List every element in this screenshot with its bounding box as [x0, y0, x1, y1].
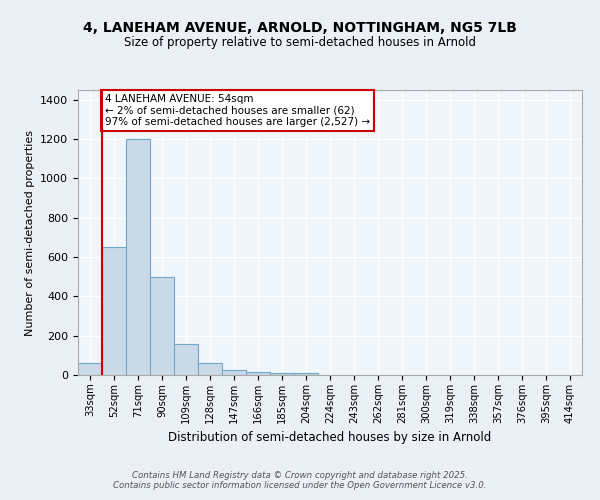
Text: Contains HM Land Registry data © Crown copyright and database right 2025.
Contai: Contains HM Land Registry data © Crown c…: [113, 470, 487, 490]
Bar: [150, 276, 174, 375]
Bar: [198, 363, 222, 375]
Bar: [126, 139, 150, 375]
Bar: [222, 370, 246, 375]
Bar: [294, 372, 318, 375]
Bar: [270, 372, 294, 375]
Text: 4, LANEHAM AVENUE, ARNOLD, NOTTINGHAM, NG5 7LB: 4, LANEHAM AVENUE, ARNOLD, NOTTINGHAM, N…: [83, 20, 517, 34]
X-axis label: Distribution of semi-detached houses by size in Arnold: Distribution of semi-detached houses by …: [169, 432, 491, 444]
Bar: [78, 363, 102, 375]
Bar: [174, 344, 198, 375]
Y-axis label: Number of semi-detached properties: Number of semi-detached properties: [25, 130, 35, 336]
Text: 4 LANEHAM AVENUE: 54sqm
← 2% of semi-detached houses are smaller (62)
97% of sem: 4 LANEHAM AVENUE: 54sqm ← 2% of semi-det…: [105, 94, 370, 127]
Text: Size of property relative to semi-detached houses in Arnold: Size of property relative to semi-detach…: [124, 36, 476, 49]
Bar: [102, 247, 126, 375]
Bar: [246, 372, 270, 375]
